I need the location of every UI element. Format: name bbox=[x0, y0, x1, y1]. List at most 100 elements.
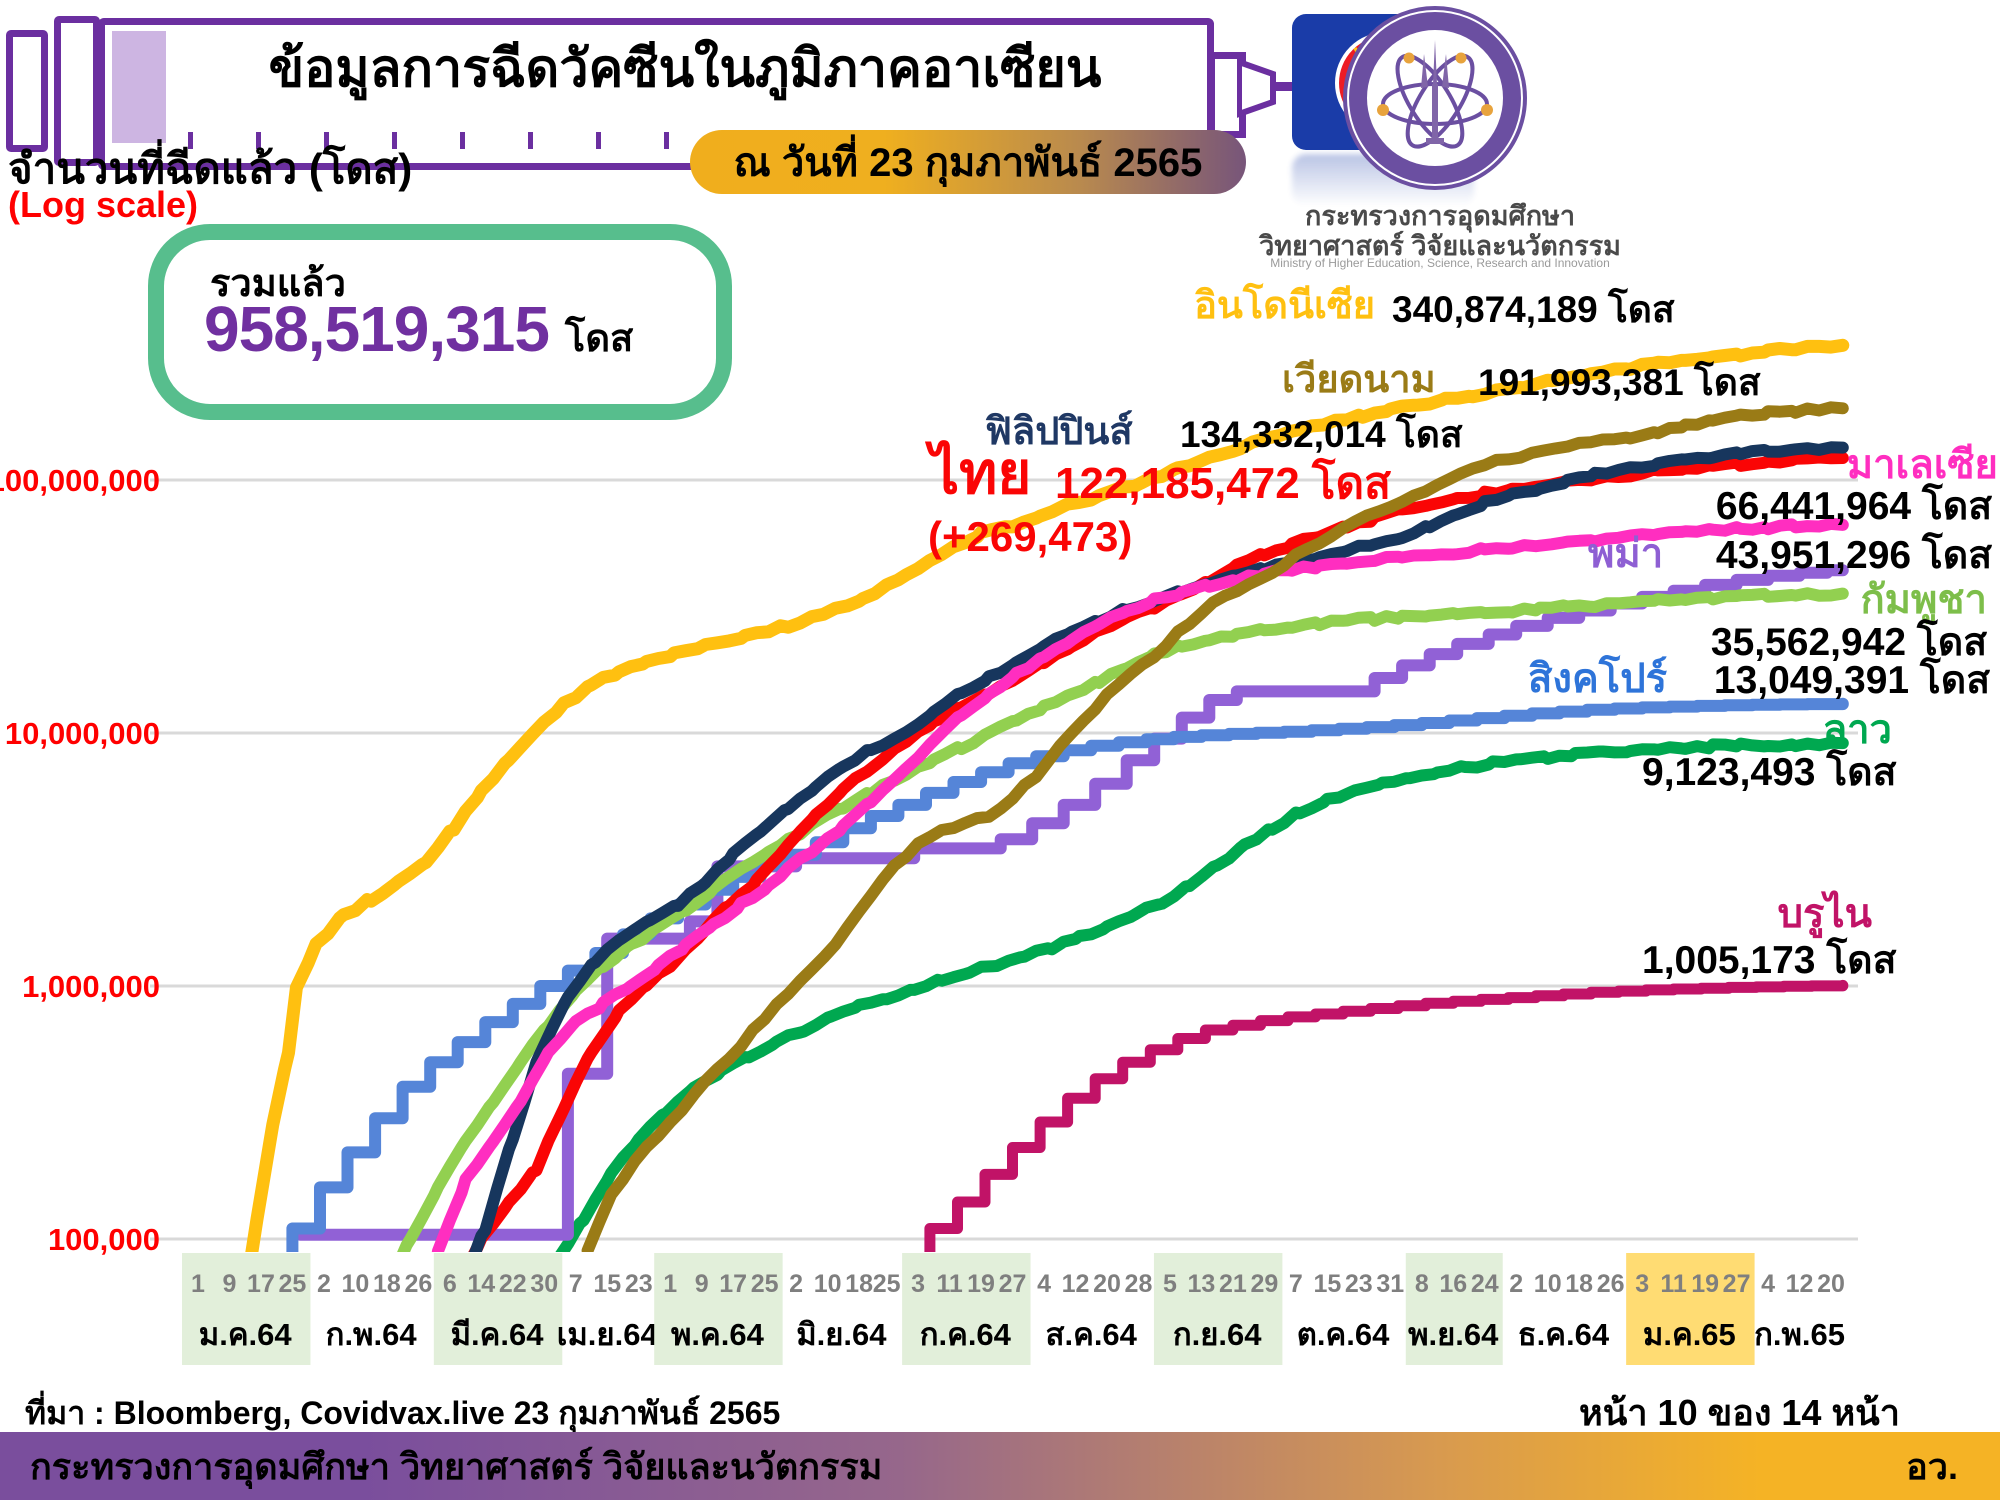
country-value-vietnam: 191,993,381 โดส bbox=[1478, 362, 1761, 403]
x-tick-day: 24 bbox=[1471, 1270, 1499, 1298]
x-tick-day: 18 bbox=[845, 1270, 873, 1298]
country-value-laos: 9,123,493 โดส bbox=[1642, 751, 1897, 794]
x-tick-day: 2 bbox=[317, 1270, 331, 1298]
x-tick-day: 10 bbox=[814, 1270, 842, 1298]
y-tick-label: 1,000,000 bbox=[22, 969, 160, 1004]
country-label-singapore: สิงคโปร์ bbox=[1528, 657, 1668, 701]
syringe-nozzle-taper bbox=[1237, 58, 1276, 118]
series-line-indonesia bbox=[245, 338, 1850, 1252]
total-doses-box: รวมแล้ว 958,519,315 โดส bbox=[148, 224, 732, 420]
series-line-malaysia bbox=[431, 517, 1849, 1252]
y-tick-label: 10,000,000 bbox=[5, 716, 160, 751]
x-tick-day: 15 bbox=[593, 1270, 621, 1298]
country-value-cambodia: 35,562,942 โดส bbox=[1710, 621, 1987, 664]
syringe-plunger-end bbox=[6, 30, 48, 152]
x-tick-day: 12 bbox=[1786, 1270, 1814, 1298]
x-tick-day: 20 bbox=[1093, 1270, 1121, 1298]
country-value-thailand: 122,185,472 โดส bbox=[1055, 459, 1391, 508]
total-value-row: 958,519,315 โดส bbox=[204, 292, 633, 368]
mhesi-text-line1: กระทรวงการอุดมศึกษา bbox=[1305, 201, 1575, 231]
total-label: รวมแล้ว bbox=[210, 263, 346, 305]
country-label-vietnam: เวียดนาม bbox=[1282, 359, 1436, 401]
x-tick-day: 22 bbox=[499, 1270, 527, 1298]
x-tick-day: 3 bbox=[911, 1270, 925, 1298]
x-tick-month: พ.ค.64 bbox=[671, 1317, 765, 1352]
x-tick-month: ก.ย.64 bbox=[1173, 1317, 1262, 1352]
x-tick-day: 9 bbox=[695, 1270, 709, 1298]
series-line-myanmar bbox=[294, 564, 1849, 1241]
syringe-ruler-tick bbox=[528, 132, 533, 149]
x-tick-month: พ.ย.64 bbox=[1408, 1317, 1499, 1352]
x-tick-day: 25 bbox=[751, 1270, 779, 1298]
x-tick-day: 10 bbox=[341, 1270, 369, 1298]
footer-ministry-name: กระทรวงการอุดมศึกษา วิทยาศาสตร์ วิจัยและ… bbox=[30, 1445, 883, 1487]
country-label-thailand: ไทย bbox=[930, 441, 1032, 506]
x-tick-day: 19 bbox=[1691, 1270, 1719, 1298]
date-badge: ณ วันที่ 23 กุมภาพันธ์ 2565 bbox=[690, 130, 1246, 194]
x-tick-day: 1 bbox=[191, 1270, 205, 1298]
source-note: ที่มา : Bloomberg, Covidvax.live 23 กุมภ… bbox=[25, 1395, 781, 1431]
x-tick-day: 26 bbox=[1597, 1270, 1625, 1298]
month-strip bbox=[433, 1253, 563, 1365]
mhesi-logo bbox=[1343, 6, 1527, 190]
x-tick-day: 17 bbox=[719, 1270, 747, 1298]
country-delta-thailand: (+269,473) bbox=[928, 513, 1133, 560]
x-tick-day: 4 bbox=[1761, 1270, 1775, 1298]
x-tick-day: 17 bbox=[247, 1270, 275, 1298]
country-value-indonesia: 340,874,189 โดส bbox=[1392, 289, 1675, 330]
syringe-ruler-tick bbox=[596, 132, 601, 149]
country-value-malaysia: 66,441,964 โดส bbox=[1715, 485, 1992, 528]
country-value-singapore: 13,049,391 โดส bbox=[1713, 659, 1990, 702]
syringe-needle bbox=[1272, 82, 1308, 91]
y-axis-title: จำนวนที่ฉีดแล้ว (โดส) bbox=[8, 145, 413, 192]
footer-ministry-abbr: อว. bbox=[1906, 1445, 1958, 1487]
x-tick-day: 6 bbox=[443, 1270, 457, 1298]
mhesi-text-line2: วิทยาศาสตร์ วิจัยและนวัตกรรม bbox=[1259, 231, 1621, 261]
x-tick-day: 5 bbox=[1163, 1270, 1177, 1298]
x-tick-day: 9 bbox=[223, 1270, 237, 1298]
series-line-vietnam bbox=[581, 401, 1849, 1252]
syringe-ruler-tick bbox=[188, 132, 193, 149]
x-tick-day: 14 bbox=[467, 1270, 495, 1298]
page-number: หน้า 10 ของ 14 หน้า bbox=[1578, 1392, 1900, 1433]
x-tick-month: มี.ค.64 bbox=[451, 1317, 545, 1352]
month-strip bbox=[654, 1253, 783, 1365]
x-tick-day: 13 bbox=[1188, 1270, 1216, 1298]
series-line-cambodia bbox=[397, 587, 1849, 1252]
syringe-plunger-rod bbox=[54, 16, 100, 166]
page-title: ข้อมูลการฉีดวัคซีนในภูมิภาคอาเซียน bbox=[268, 40, 1102, 98]
series-line-laos bbox=[555, 736, 1849, 1252]
x-tick-month: ก.พ.65 bbox=[1754, 1317, 1845, 1352]
syringe-ruler-tick bbox=[392, 132, 397, 149]
x-tick-day: 18 bbox=[1565, 1270, 1593, 1298]
x-tick-month: ก.ค.64 bbox=[920, 1317, 1012, 1352]
syringe-fill bbox=[112, 31, 166, 143]
x-tick-day: 18 bbox=[373, 1270, 401, 1298]
x-tick-month: เม.ย.64 bbox=[557, 1317, 659, 1352]
x-tick-day: 2 bbox=[1509, 1270, 1523, 1298]
x-tick-day: 27 bbox=[999, 1270, 1027, 1298]
syringe-ruler-tick bbox=[664, 132, 669, 149]
x-tick-month: ม.ค.64 bbox=[199, 1317, 293, 1352]
syringe-ruler-tick bbox=[460, 132, 465, 149]
country-value-brunei: 1,005,173 โดส bbox=[1642, 939, 1897, 982]
x-tick-day: 28 bbox=[1125, 1270, 1153, 1298]
x-tick-day: 15 bbox=[1313, 1270, 1341, 1298]
x-tick-month: ต.ค.64 bbox=[1297, 1317, 1390, 1352]
x-tick-day: 19 bbox=[967, 1270, 995, 1298]
x-tick-day: 30 bbox=[530, 1270, 558, 1298]
x-tick-day: 29 bbox=[1250, 1270, 1278, 1298]
month-strip bbox=[1405, 1253, 1503, 1365]
y-tick-label: 100,000 bbox=[48, 1222, 160, 1257]
total-unit: โดส bbox=[564, 318, 634, 360]
syringe-ruler-tick bbox=[256, 132, 261, 149]
x-tick-day: 31 bbox=[1376, 1270, 1404, 1298]
x-tick-day: 2 bbox=[789, 1270, 803, 1298]
log-scale-note: (Log scale) bbox=[8, 184, 199, 225]
month-strip bbox=[1626, 1253, 1755, 1365]
x-tick-day: 12 bbox=[1062, 1270, 1090, 1298]
total-value: 958,519,315 bbox=[204, 293, 550, 365]
country-label-myanmar: พม่า bbox=[1588, 532, 1664, 576]
x-tick-day: 23 bbox=[1345, 1270, 1373, 1298]
country-label-philippines: ฟิลิปปินส์ bbox=[985, 411, 1133, 453]
